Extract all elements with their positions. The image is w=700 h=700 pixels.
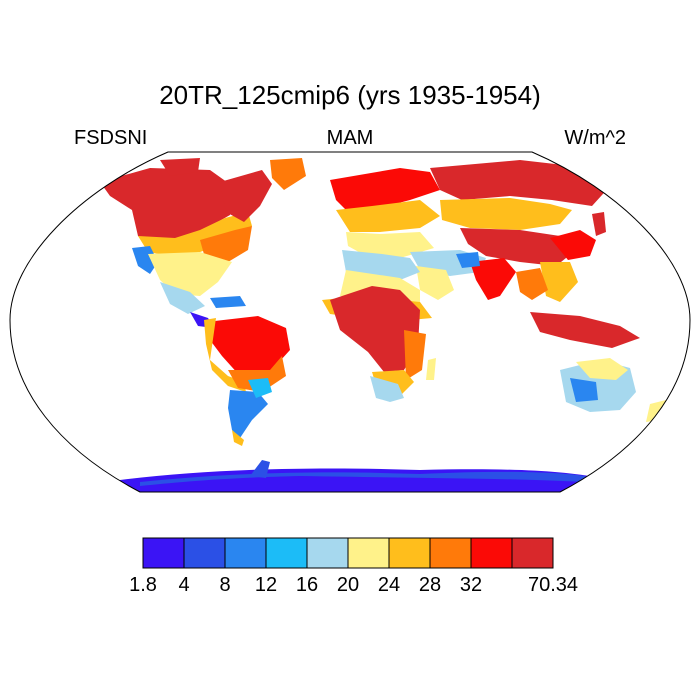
greenland	[220, 170, 272, 222]
units-label: W/m^2	[564, 127, 626, 149]
colorbar-box	[265, 537, 308, 569]
colorbar-tick-label: 28	[418, 574, 442, 596]
colorbar-tick-label: 20	[336, 574, 360, 596]
north-america-north	[100, 168, 238, 246]
colorbar-tick-label: 1.8	[129, 574, 157, 596]
south-america-cool	[248, 378, 272, 398]
australia-north	[576, 358, 628, 380]
mexico	[160, 282, 205, 314]
north-america-west	[132, 246, 158, 274]
colorbar-tick-label: 24	[377, 574, 401, 596]
africa-central	[330, 286, 420, 372]
europe-north	[330, 168, 440, 214]
colorbar-tick-label: 32	[459, 574, 483, 596]
colorbar-tick-label: 12	[254, 574, 278, 596]
north-america-yellow	[138, 212, 252, 256]
china-south	[540, 262, 578, 302]
colorbar-tick-label: 16	[295, 574, 319, 596]
colorbar-box	[511, 537, 554, 569]
africa-east	[404, 330, 426, 380]
south-america-south	[228, 390, 268, 438]
patagonia	[232, 430, 244, 446]
colorbar-box	[183, 537, 226, 569]
asia-mid	[460, 228, 576, 266]
antarctic-peninsula	[250, 460, 270, 478]
south-america-north	[206, 316, 290, 376]
colorbar-box	[306, 537, 349, 569]
arctic-island	[270, 158, 306, 190]
europe-yellow	[336, 200, 440, 232]
colorbar-tick-label: 8	[219, 574, 231, 596]
map-title: 20TR_125cmip6 (yrs 1935-1954)	[159, 80, 541, 110]
arabia	[416, 266, 454, 300]
colorbar-box	[429, 537, 472, 569]
colorbar-tick-label: 70.34	[527, 574, 579, 596]
colorbar-box	[224, 537, 267, 569]
season-label: MAM	[326, 127, 374, 149]
caribbean	[210, 296, 246, 308]
india	[470, 258, 516, 300]
south-america-center	[228, 356, 286, 392]
africa-south-cool	[370, 376, 404, 402]
indonesia	[530, 312, 640, 348]
arctic-island-red	[160, 158, 200, 176]
colorbar-box	[470, 537, 513, 569]
colorbar-box	[142, 537, 185, 569]
australia-west	[570, 378, 598, 402]
colorbar-tick-label: 4	[178, 574, 190, 596]
variable-label: FSDSNI	[74, 127, 148, 149]
madagascar	[426, 358, 436, 380]
japan	[592, 212, 606, 236]
colorbar-box	[388, 537, 431, 569]
north-america-east	[200, 226, 252, 262]
southeast-asia	[516, 268, 548, 300]
india-cool	[456, 252, 480, 268]
mediterranean	[346, 232, 434, 258]
siberia	[430, 160, 612, 206]
central-asia	[440, 198, 572, 230]
projection-outline	[9, 151, 691, 493]
colorbar-box	[347, 537, 390, 569]
asia-east	[550, 230, 596, 260]
